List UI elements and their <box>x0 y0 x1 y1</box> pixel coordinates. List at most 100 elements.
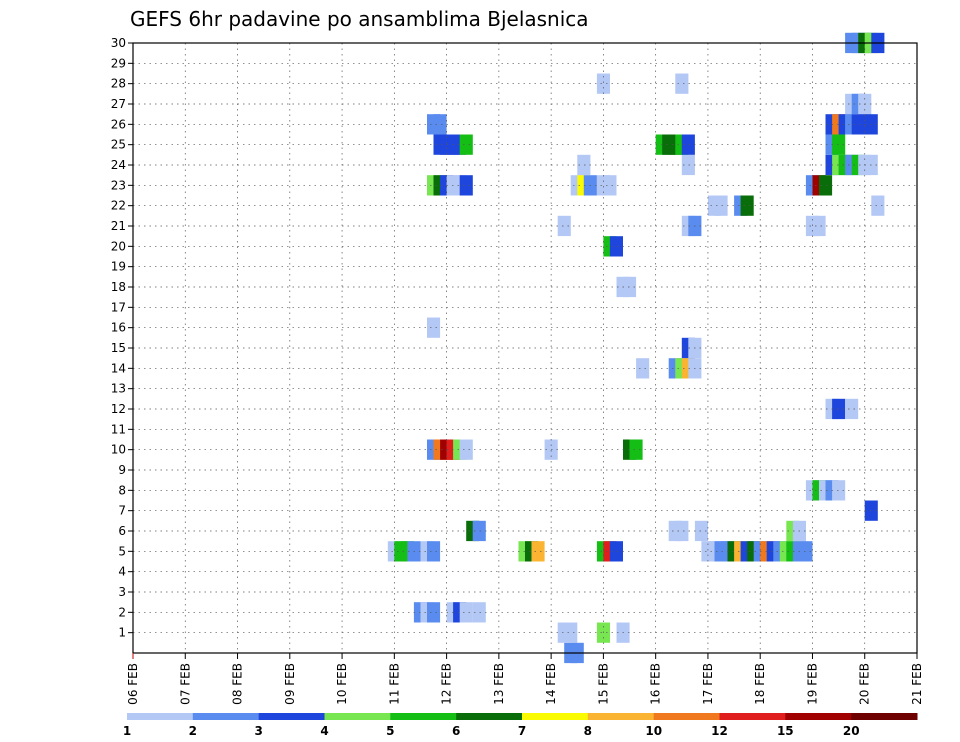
y-tick-label: 22 <box>111 199 126 213</box>
y-tick-label: 23 <box>111 178 126 192</box>
x-tick-label: 07 FEB <box>178 663 192 705</box>
y-tick-label: 28 <box>111 77 126 91</box>
heatmap-cell <box>675 73 689 94</box>
y-tick-label: 30 <box>111 36 126 50</box>
legend-label: 1 <box>123 724 131 738</box>
heatmap-cell <box>557 215 571 237</box>
x-tick-label: 21 FEB <box>910 663 924 705</box>
y-tick-label: 7 <box>118 504 126 518</box>
y-tick-label: 11 <box>111 422 126 436</box>
y-tick-label: 8 <box>118 483 126 497</box>
y-tick-label: 9 <box>118 463 126 477</box>
legend-label: 6 <box>452 724 460 738</box>
x-tick-label: 12 FEB <box>440 663 454 705</box>
y-tick-label: 2 <box>118 605 126 619</box>
y-tick-label: 4 <box>118 565 126 579</box>
y-tick-label: 6 <box>118 524 126 538</box>
y-tick-label: 3 <box>118 585 126 599</box>
heatmap-cell <box>845 398 859 420</box>
x-tick-label: 15 FEB <box>596 663 610 705</box>
y-tick-label: 20 <box>111 239 126 253</box>
y-tick-label: 10 <box>111 443 126 457</box>
legend-label: 7 <box>518 724 526 738</box>
x-tick-label: 11 FEB <box>387 663 401 705</box>
legend-swatch <box>719 713 786 720</box>
heatmap-cell <box>531 541 545 562</box>
heatmap-cell <box>694 520 708 542</box>
heatmap-cell <box>577 154 591 176</box>
heatmap-cell <box>459 439 473 460</box>
legend-label: 5 <box>386 724 394 738</box>
heatmap-cell <box>623 276 637 298</box>
heatmap-cell <box>433 114 447 135</box>
heatmap-cell <box>799 541 813 562</box>
x-tick-label: 19 FEB <box>805 663 819 705</box>
heatmap-cell <box>871 195 885 216</box>
x-axis: 06 FEB 07 FEB 08 FEB 09 FEB 10 FEB 11 FEB 12 F… <box>126 653 924 705</box>
legend-swatch <box>127 713 194 720</box>
legend-swatch <box>192 713 260 720</box>
heatmap-cell <box>812 215 826 237</box>
legend-label: 4 <box>320 724 328 738</box>
y-tick-label: 24 <box>111 158 126 172</box>
y-tick-label: 19 <box>111 260 126 274</box>
x-tick-label: 16 FEB <box>649 663 663 705</box>
y-tick-label: 5 <box>118 544 126 558</box>
heatmap-cell <box>629 439 643 460</box>
heatmap-cell <box>472 602 486 623</box>
x-tick-label: 06 FEB <box>126 663 140 705</box>
heatmap-cells <box>387 32 885 664</box>
y-tick-label: 13 <box>111 382 126 396</box>
heatmap-cell <box>819 175 833 196</box>
legend-swatch <box>587 713 655 720</box>
heatmap-cell <box>636 358 650 379</box>
x-tick-label: 17 FEB <box>701 663 715 705</box>
legend-label: 12 <box>711 724 728 738</box>
legend-label: 2 <box>189 724 197 738</box>
y-axis: 1234567891011121314151617181920212223242… <box>111 36 133 640</box>
y-tick-label: 27 <box>111 97 126 111</box>
legend-label: 10 <box>645 724 662 738</box>
heatmap-cell <box>832 480 846 501</box>
legend-swatch <box>653 713 720 720</box>
heatmap-cell <box>675 520 689 542</box>
legend-label: 3 <box>255 724 263 738</box>
y-tick-label: 29 <box>111 56 126 70</box>
heatmap-cell <box>714 195 728 216</box>
heatmap-cell <box>472 520 486 542</box>
heatmap-cell <box>427 602 441 623</box>
x-tick-label: 18 FEB <box>753 663 767 705</box>
colorbar-legend: 1 2 3 4 5 6 7 8 10 12 15 20 <box>123 713 918 738</box>
heatmap-cell <box>832 398 846 420</box>
y-tick-label: 18 <box>111 280 126 294</box>
y-tick-label: 1 <box>118 626 126 640</box>
legend-swatch <box>456 713 523 720</box>
legend-swatch <box>390 713 457 720</box>
chart-title: GEFS 6hr padavine po ansamblima Bjelasni… <box>130 7 589 31</box>
grid-lines <box>133 43 917 653</box>
y-tick-label: 17 <box>111 300 126 314</box>
legend-label: 20 <box>843 724 860 738</box>
legend-swatch <box>324 713 391 720</box>
heatmap-cell <box>609 236 623 257</box>
y-tick-label: 26 <box>111 117 126 131</box>
heatmap-cell <box>459 175 473 196</box>
legend-swatch <box>522 713 589 720</box>
heatmap-cell <box>832 134 846 155</box>
x-tick-label: 14 FEB <box>544 663 558 705</box>
x-tick-label: 20 FEB <box>858 663 872 705</box>
y-tick-label: 15 <box>111 341 126 355</box>
legend-label: 8 <box>584 724 592 738</box>
x-tick-label: 08 FEB <box>231 663 245 705</box>
y-tick-label: 14 <box>111 361 126 375</box>
heatmap-cell <box>740 195 754 216</box>
y-tick-label: 21 <box>111 219 126 233</box>
heatmap-cell <box>459 602 473 623</box>
heatmap-cell <box>427 317 441 338</box>
heatmap-cell <box>681 134 695 155</box>
heatmap-cell <box>603 175 617 196</box>
legend-swatch <box>785 713 852 720</box>
legend-swatch <box>258 713 325 720</box>
heatmap-cell <box>564 622 578 643</box>
